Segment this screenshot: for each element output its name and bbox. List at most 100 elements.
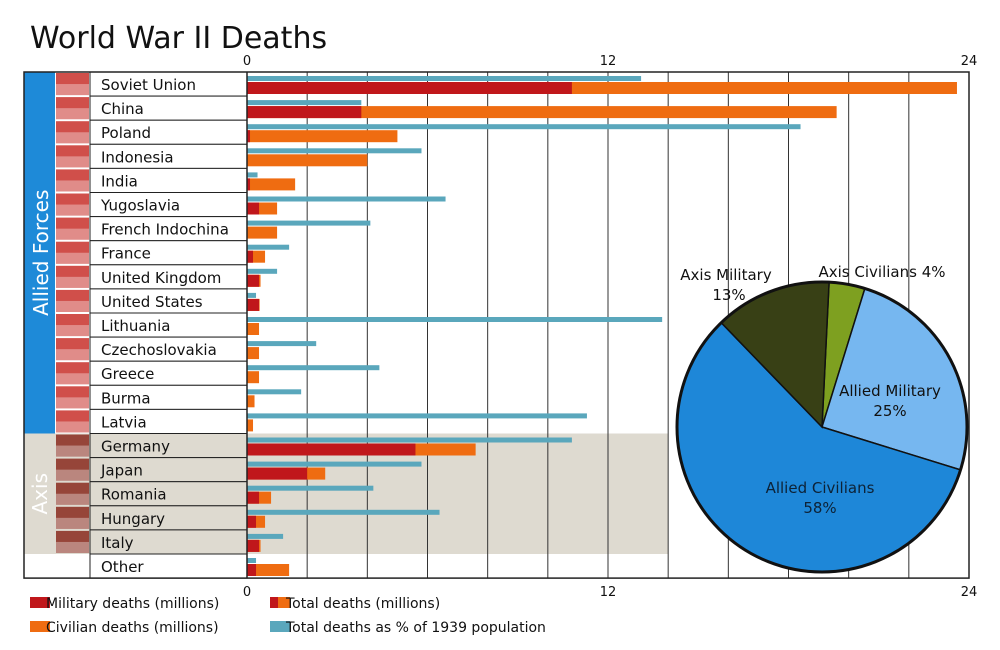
country-label-other: Other (101, 558, 144, 576)
bar-military-deaths-poland (247, 130, 251, 143)
bar-military-deaths-united-states (247, 298, 260, 311)
pie-label-allied-civilians: 58% (803, 499, 836, 517)
legend-swatch (30, 597, 38, 608)
flag-icon-stripe (56, 349, 89, 361)
flag-icon-united-states (56, 289, 89, 312)
pie-label-axis-civilians-4: Axis Civilians 4% (819, 263, 946, 281)
flag-icon-stripe (56, 397, 89, 409)
country-label-box (89, 360, 248, 386)
country-label-united-states: United States (101, 293, 203, 311)
allied-forces-label: Allied Forces (29, 190, 53, 316)
top-tick-label-12: 12 (600, 54, 617, 69)
pie-label-axis-military: Axis Military (680, 266, 772, 284)
bar-percent-population-japan (247, 461, 422, 467)
flag-icon-stripe (56, 156, 89, 168)
chart-title: World War II Deaths (30, 21, 327, 56)
bar-percent-population-hungary (247, 509, 440, 515)
country-label-box (89, 529, 248, 555)
country-label-hungary: Hungary (101, 510, 165, 528)
flag-icon-italy (56, 530, 89, 553)
country-label-box (89, 119, 248, 145)
bar-percent-population-romania (247, 485, 374, 491)
country-label-latvia: Latvia (101, 413, 147, 431)
country-label-box (89, 481, 248, 507)
bar-percent-population-italy (247, 533, 284, 539)
flag-icon-stripe (56, 325, 89, 337)
flag-icon-stripe (56, 180, 89, 192)
pie-label-allied-military: Allied Military (839, 382, 941, 400)
pie-label-allied-civilians: Allied Civilians (766, 479, 875, 497)
legend-swatch (278, 597, 290, 608)
bar-military-deaths-yugoslavia (247, 202, 260, 215)
bar-percent-population-czechoslovakia (247, 341, 317, 347)
axis-label: Axis (28, 473, 52, 515)
bar-total-deaths-china (247, 106, 837, 119)
flag-icon-stripe (56, 108, 89, 120)
country-label-burma: Burma (101, 389, 151, 407)
bar-military-deaths-united-kingdom (247, 274, 260, 287)
bar-total-deaths-india (247, 178, 296, 191)
flag-icon-stripe (56, 541, 89, 553)
flag-icon-indonesia (56, 145, 89, 168)
flag-icon-romania (56, 482, 89, 505)
bar-military-deaths-romania (247, 491, 260, 504)
country-label-box (89, 505, 248, 531)
flag-icon-greece (56, 362, 89, 385)
legend-label-total-deaths-millions: Total deaths (millions) (285, 596, 440, 612)
bottom-tick-label-0: 0 (243, 585, 251, 600)
top-tick-label-0: 0 (243, 54, 251, 69)
flag-icon-czechoslovakia (56, 338, 89, 361)
bar-total-deaths-latvia (247, 419, 254, 432)
flag-icon-stripe (56, 300, 89, 312)
country-label-poland: Poland (101, 124, 151, 142)
legend-swatch (270, 597, 278, 608)
bar-total-deaths-french-indochina (247, 226, 278, 239)
bar-military-deaths-other (247, 564, 257, 576)
flag-icon-stripe (56, 204, 89, 216)
bottom-tick-label-24: 24 (961, 585, 978, 600)
bar-percent-population-france (247, 244, 290, 250)
bar-total-deaths-czechoslovakia (247, 347, 260, 360)
bar-total-deaths-other (247, 564, 290, 576)
pie-label-axis-military: 13% (712, 286, 745, 304)
flag-icon-india (56, 169, 89, 192)
bottom-tick-label-12: 12 (600, 585, 617, 600)
flag-icon-yugoslavia (56, 193, 89, 216)
country-label-box (89, 264, 248, 290)
country-label-czechoslovakia: Czechoslovakia (101, 341, 217, 359)
plot-frame (23, 71, 970, 579)
flag-icon-stripe (56, 421, 89, 433)
flag-icon-stripe (56, 517, 89, 529)
bar-military-deaths-soviet-union (247, 82, 572, 94)
bar-military-deaths-italy (247, 539, 260, 552)
country-label-lithuania: Lithuania (101, 317, 170, 335)
country-label-united-kingdom: United Kingdom (101, 269, 221, 287)
bar-total-deaths-poland (247, 130, 398, 143)
flag-icon-stripe (56, 228, 89, 240)
bar-military-deaths-hungary (247, 515, 257, 528)
bar-percent-population-other (247, 558, 257, 563)
country-label-box (89, 143, 248, 169)
bar-percent-population-lithuania (247, 317, 663, 322)
bar-percent-population-united-states (247, 292, 257, 298)
flag-icon-hungary (56, 506, 89, 529)
flag-icon-stripe (56, 469, 89, 481)
flag-icon-stripe (56, 252, 89, 264)
country-label-italy: Italy (101, 534, 134, 552)
bar-percent-population-poland (247, 124, 801, 130)
flag-icon-stripe (56, 445, 89, 457)
legend-label-civilian-deaths-millions: Civilian deaths (millions) (46, 620, 219, 636)
bar-percent-population-latvia (247, 413, 587, 419)
flag-icon-soviet-union (56, 73, 89, 96)
flag-icon-stripe (56, 493, 89, 505)
bar-percent-population-burma (247, 389, 302, 395)
flag-icon-stripe (56, 84, 89, 96)
bar-total-deaths-greece (247, 371, 260, 384)
country-label-box (89, 216, 248, 242)
legend-swatch (38, 597, 50, 608)
bar-percent-population-indonesia (247, 148, 422, 154)
bar-total-deaths-indonesia (247, 154, 368, 167)
legend-swatch (278, 621, 290, 632)
flag-icon-france (56, 241, 89, 264)
bar-percent-population-united-kingdom (247, 268, 278, 274)
